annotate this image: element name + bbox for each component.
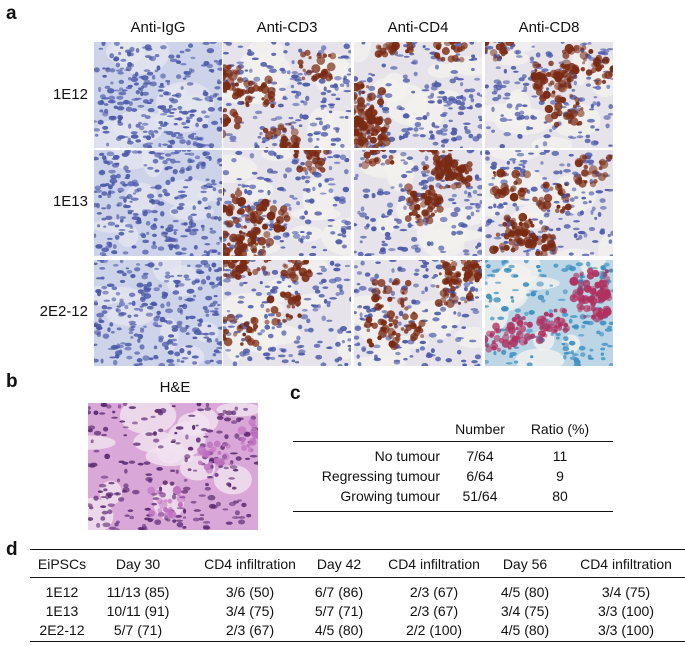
micrograph-1e12-igg <box>94 42 222 148</box>
he-title: H&E <box>159 379 191 396</box>
table-d-top-rule <box>30 549 685 550</box>
row-header-1e13: 1E13 <box>52 193 88 210</box>
table-d-cell: 3/4 (75) <box>500 603 550 619</box>
table-d-cell: 3/6 (50) <box>225 584 275 600</box>
table-c-bottom-rule <box>293 511 613 512</box>
table-d-cell: 3/3 (100) <box>597 603 655 619</box>
table-d-cell: 4/5 (80) <box>314 622 364 638</box>
table-d-cell: 5/7 (71) <box>113 622 163 638</box>
table-d-cell: 4/5 (80) <box>500 622 550 638</box>
panel-letter-b: b <box>6 371 18 392</box>
table-c-row-label: No tumour <box>374 448 440 464</box>
micrograph-1e13-cd4 <box>354 150 482 256</box>
table-d-cell: 5/7 (71) <box>314 603 364 619</box>
table-c-row-ratio: 9 <box>556 468 564 484</box>
table-d-cell: 3/4 (75) <box>601 584 651 600</box>
row-header-1e12: 1E12 <box>52 86 88 103</box>
table-d-cell: 6/7 (86) <box>314 584 364 600</box>
row-header-2e2-12: 2E2-12 <box>39 303 88 320</box>
table-c-row-number: 51/64 <box>462 488 498 504</box>
table-d-cell: 2/3 (67) <box>225 622 275 638</box>
micrograph-2e2-12-cd8 <box>485 260 613 366</box>
he-micrograph <box>88 403 258 530</box>
table-d-cell: 2/2 (100) <box>405 622 463 638</box>
table-d-cell: 3/3 (100) <box>597 622 655 638</box>
table-c-top-rule <box>293 441 613 442</box>
table-c-row-number: 7/64 <box>466 448 494 464</box>
table-d-bottom-rule <box>30 641 685 642</box>
table-d-header: CD4 infiltration <box>388 556 480 572</box>
column-header-cd8: Anti-CD8 <box>518 19 580 36</box>
panel-letter-d: d <box>6 539 18 560</box>
panel-letter-a: a <box>6 3 17 24</box>
micrograph-2e2-12-cd4 <box>354 260 482 366</box>
table-d-cell: 2E2-12 <box>39 622 85 638</box>
micrograph-2e2-12-igg <box>94 260 222 366</box>
micrograph-2e2-12-cd3 <box>223 260 351 366</box>
table-c-row-label: Growing tumour <box>340 488 440 504</box>
table-c-row-ratio: 11 <box>552 448 568 464</box>
table-d-header: CD4 infiltration <box>580 556 672 572</box>
table-d-cell: 2/3 (67) <box>409 603 459 619</box>
micrograph-1e13-igg <box>94 150 222 256</box>
table-d-cell: 11/13 (85) <box>106 584 170 600</box>
table-c-header-ratio: Ratio (%) <box>530 421 590 437</box>
micrograph-1e12-cd3 <box>223 42 351 148</box>
column-header-cd3: Anti-CD3 <box>256 19 318 36</box>
table-c-header-number: Number <box>455 421 505 437</box>
table-d-header: Day 30 <box>115 556 161 572</box>
column-header-cd4: Anti-CD4 <box>387 19 449 36</box>
micrograph-1e13-cd8 <box>485 150 613 256</box>
table-d-cell: 2/3 (67) <box>409 584 459 600</box>
table-c-row-label: Regressing tumour <box>321 468 440 484</box>
table-d-header-rule <box>30 577 685 578</box>
table-c-row-ratio: 80 <box>552 488 568 504</box>
table-d-header: EiPSCs <box>37 556 87 572</box>
table-d-cell: 1E12 <box>45 584 79 600</box>
panel-letter-c: c <box>290 383 301 404</box>
table-d-header: Day 42 <box>316 556 362 572</box>
table-d-header: Day 56 <box>502 556 548 572</box>
table-d-cell: 1E13 <box>45 603 79 619</box>
table-d-header: CD4 infiltration <box>204 556 296 572</box>
micrograph-1e12-cd4 <box>354 42 482 148</box>
micrograph-1e12-cd8 <box>485 42 613 148</box>
table-c-row-number: 6/64 <box>466 468 494 484</box>
micrograph-1e13-cd3 <box>223 150 351 256</box>
column-header-igg: Anti-IgG <box>130 19 186 36</box>
table-d-cell: 4/5 (80) <box>500 584 550 600</box>
table-d-cell: 10/11 (91) <box>106 603 170 619</box>
table-d-cell: 3/4 (75) <box>225 603 275 619</box>
